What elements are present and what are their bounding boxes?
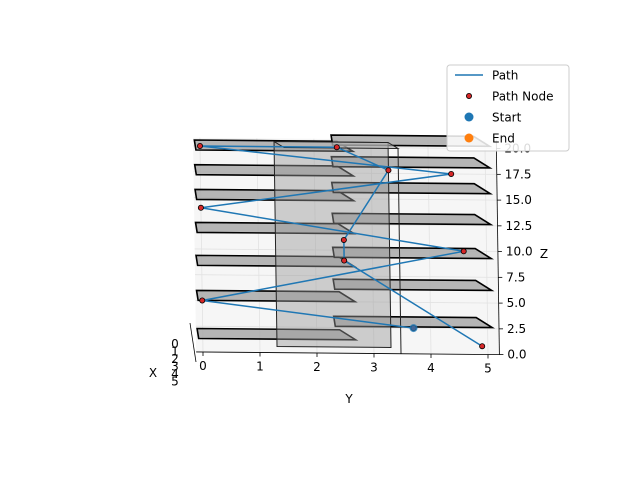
- x-tick-label: 0: [171, 337, 179, 351]
- floor-plane: [193, 163, 357, 177]
- z-tick-label: 12.5: [506, 219, 533, 233]
- x-axis-label: X: [149, 366, 157, 380]
- path-node: [196, 142, 203, 149]
- floor-plane: [332, 278, 495, 292]
- path-node: [340, 236, 347, 243]
- path-node: [341, 257, 348, 264]
- x-tick-label: 2: [171, 352, 179, 366]
- y-tick-label: 4: [427, 361, 435, 375]
- x-axis-line: [189, 322, 197, 363]
- start-marker: [409, 324, 418, 333]
- legend-marker-swatch: [464, 112, 474, 122]
- y-tick-label: 1: [256, 360, 264, 374]
- path-node: [199, 297, 206, 304]
- floor-plane: [195, 289, 358, 303]
- grid-line-z: [195, 274, 499, 278]
- grid-line-y: [484, 140, 489, 355]
- legend-label: Path Node: [492, 90, 554, 104]
- central-column: [272, 140, 402, 354]
- y-tick-label: 5: [484, 362, 492, 376]
- column-face: [273, 140, 392, 348]
- path-node: [385, 167, 392, 174]
- legend: Path Path Node Start End: [446, 64, 570, 152]
- floor-plane: [331, 246, 495, 260]
- floor-plane: [331, 212, 494, 226]
- grid-line-z: [195, 325, 500, 330]
- axes: 012345Y0.02.55.07.510.012.515.017.520.0Z…: [149, 140, 548, 406]
- y-axis-label: Y: [344, 392, 353, 406]
- z-tick-label: 10.0: [506, 245, 533, 259]
- x-tick-label: 5: [171, 375, 179, 389]
- y-axis-line: [196, 351, 500, 355]
- x-tick-label: 4: [171, 367, 179, 381]
- z-axis-line: [495, 140, 500, 355]
- path-layer: [196, 142, 486, 350]
- z-tick-label: 15.0: [505, 193, 532, 207]
- path-node: [460, 248, 467, 255]
- path-node: [479, 343, 486, 350]
- y-tick-label: 2: [313, 360, 321, 374]
- z-tick-label: 2.5: [507, 322, 526, 336]
- floor-plane: [196, 327, 359, 341]
- z-tick-label: 5.0: [507, 296, 526, 310]
- legend-label: Path: [492, 69, 518, 83]
- legend-box: [446, 64, 570, 152]
- z-axis-label: Z: [540, 247, 548, 261]
- path-node: [333, 144, 340, 151]
- path-node: [197, 204, 204, 211]
- legend-label: Start: [492, 111, 522, 125]
- column-edge: [397, 148, 402, 354]
- path-node: [448, 170, 455, 177]
- legend-label: End: [492, 132, 515, 146]
- x-tick-label: 3: [171, 360, 179, 374]
- z-tick-label: 0.0: [507, 348, 526, 362]
- z-tick-label: 7.5: [506, 270, 525, 284]
- y-tick-label: 3: [370, 361, 378, 375]
- floor-plane: [332, 315, 496, 329]
- legend-marker-swatch: [464, 133, 474, 143]
- legend-node-swatch: [465, 93, 472, 100]
- z-tick-label: 17.5: [505, 167, 532, 181]
- x-tick-label: 1: [171, 345, 179, 359]
- y-tick-label: 0: [199, 359, 207, 373]
